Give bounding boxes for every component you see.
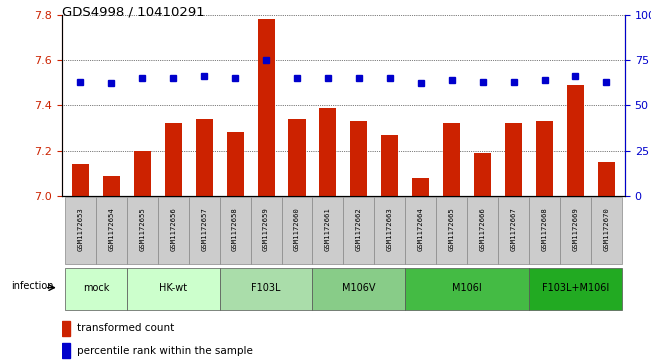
Text: percentile rank within the sample: percentile rank within the sample: [77, 346, 253, 356]
Bar: [374, 197, 406, 264]
Bar: [62, 321, 70, 336]
Text: GSM1172666: GSM1172666: [480, 207, 486, 251]
Text: GSM1172656: GSM1172656: [170, 207, 176, 251]
Bar: [196, 119, 213, 196]
Text: mock: mock: [83, 283, 109, 293]
Text: GSM1172665: GSM1172665: [449, 207, 454, 251]
Bar: [350, 121, 367, 196]
Bar: [288, 119, 305, 196]
Bar: [258, 19, 275, 196]
Text: GSM1172659: GSM1172659: [263, 207, 269, 251]
Text: GDS4998 / 10410291: GDS4998 / 10410291: [62, 5, 204, 19]
Bar: [467, 197, 498, 264]
Text: GSM1172657: GSM1172657: [201, 207, 207, 251]
Bar: [251, 197, 281, 264]
Bar: [591, 197, 622, 264]
Bar: [227, 132, 243, 196]
Text: GSM1172658: GSM1172658: [232, 207, 238, 251]
Bar: [320, 107, 337, 196]
Bar: [505, 123, 522, 196]
Bar: [127, 197, 158, 264]
Text: GSM1172667: GSM1172667: [510, 207, 517, 251]
Text: GSM1172653: GSM1172653: [77, 207, 83, 251]
Bar: [219, 268, 312, 310]
Text: GSM1172669: GSM1172669: [572, 207, 579, 251]
Bar: [498, 197, 529, 264]
Bar: [567, 85, 584, 196]
Bar: [134, 151, 151, 196]
Bar: [62, 343, 70, 358]
Bar: [436, 197, 467, 264]
Text: F103L+M106I: F103L+M106I: [542, 283, 609, 293]
Text: GSM1172661: GSM1172661: [325, 207, 331, 251]
Bar: [343, 197, 374, 264]
Text: GSM1172654: GSM1172654: [108, 207, 115, 251]
Bar: [281, 197, 312, 264]
Bar: [103, 176, 120, 196]
Text: GSM1172670: GSM1172670: [603, 207, 609, 251]
Text: infection: infection: [11, 281, 53, 291]
Text: GSM1172668: GSM1172668: [542, 207, 547, 251]
Bar: [529, 197, 560, 264]
Bar: [443, 123, 460, 196]
Bar: [406, 197, 436, 264]
Bar: [412, 178, 429, 196]
Bar: [312, 268, 406, 310]
Text: GSM1172655: GSM1172655: [139, 207, 145, 251]
Bar: [65, 268, 127, 310]
Bar: [474, 153, 491, 196]
Text: GSM1172662: GSM1172662: [356, 207, 362, 251]
Bar: [189, 197, 219, 264]
Text: M106V: M106V: [342, 283, 376, 293]
Text: transformed count: transformed count: [77, 323, 174, 333]
Text: HK-wt: HK-wt: [159, 283, 187, 293]
Bar: [158, 197, 189, 264]
Bar: [165, 123, 182, 196]
Bar: [65, 197, 96, 264]
Bar: [127, 268, 219, 310]
Bar: [529, 268, 622, 310]
Text: M106I: M106I: [452, 283, 482, 293]
Text: GSM1172663: GSM1172663: [387, 207, 393, 251]
Bar: [312, 197, 343, 264]
Bar: [536, 121, 553, 196]
Bar: [96, 197, 127, 264]
Text: GSM1172664: GSM1172664: [418, 207, 424, 251]
Bar: [381, 135, 398, 196]
Bar: [72, 164, 89, 196]
Text: F103L: F103L: [251, 283, 281, 293]
Bar: [406, 268, 529, 310]
Bar: [598, 162, 615, 196]
Bar: [219, 197, 251, 264]
Text: GSM1172660: GSM1172660: [294, 207, 300, 251]
Bar: [560, 197, 591, 264]
